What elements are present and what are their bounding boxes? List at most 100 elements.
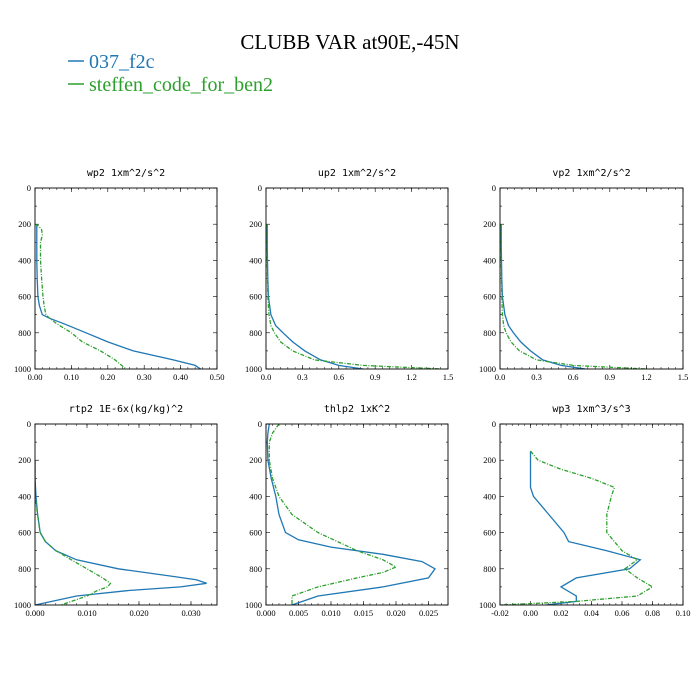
y-tick-label: 600	[483, 528, 496, 538]
x-tick-label: 0.04	[584, 608, 600, 618]
y-tick-label: 800	[483, 328, 496, 338]
y-tick-label: 800	[249, 328, 262, 338]
legend: 037_f2c steffen_code_for_ben2	[68, 51, 273, 96]
x-tick-label: 1.5	[678, 372, 689, 382]
series-line-037-f2c	[266, 424, 436, 605]
panel-6: wp3 1xm^3/s^3 0 200 400 600 800 1000-0.02 0.00 0…	[479, 404, 690, 618]
x-tick-label: 0.10	[64, 372, 79, 382]
x-tick-label: 0.30	[137, 372, 152, 382]
x-tick-label: 0.005	[289, 608, 308, 618]
y-tick-label: 400	[483, 491, 496, 501]
legend-label-steffen: steffen_code_for_ben2	[89, 74, 273, 96]
series-line-037-f2c	[266, 224, 364, 369]
y-tick-label: 1000	[479, 364, 496, 374]
panel-frame	[34, 187, 218, 370]
y-tick-label: 400	[18, 491, 31, 501]
series-line-steffen	[35, 223, 127, 369]
x-tick-label: 0.08	[645, 608, 660, 618]
x-tick-label: 0.06	[615, 608, 630, 618]
panel-title: thlp2 1xK^2	[324, 404, 390, 415]
x-tick-label: 0.030	[181, 608, 200, 618]
panel-frame	[265, 187, 449, 370]
x-tick-label: 1.2	[641, 372, 652, 382]
x-tick-label: 0.40	[173, 372, 188, 382]
y-tick-label: 200	[249, 219, 262, 229]
y-tick-label: 200	[483, 455, 496, 465]
y-tick-label: 1000	[14, 600, 31, 610]
x-tick-label: 0.025	[419, 608, 438, 618]
y-tick-label: 200	[483, 219, 496, 229]
x-tick-label: 0.0	[261, 372, 272, 382]
x-tick-label: 0.9	[370, 372, 381, 382]
y-tick-label: 800	[18, 564, 31, 574]
x-tick-label: 0.00	[523, 608, 538, 618]
x-tick-label: 0.000	[256, 608, 275, 618]
y-tick-label: 600	[483, 292, 496, 302]
y-tick-label: 400	[18, 255, 31, 265]
x-tick-label: 0.020	[386, 608, 405, 618]
panel-frame	[499, 187, 684, 370]
panel-4: rtp2 1E-6x(kg/kg)^2 0 200 400 600 800 10000.00…	[14, 404, 218, 618]
y-tick-label: 800	[249, 564, 262, 574]
y-tick-label: 1000	[479, 600, 496, 610]
panel-title: wp3 1xm^3/s^3	[552, 404, 630, 415]
y-tick-label: 200	[18, 455, 31, 465]
y-tick-label: 600	[249, 292, 262, 302]
x-tick-label: 0.9	[604, 372, 615, 382]
figure-title: CLUBB VAR at90E,-45N	[240, 30, 459, 54]
panel-frame	[265, 423, 449, 606]
panel-frame	[34, 423, 218, 606]
y-tick-label: 0	[492, 183, 496, 193]
panel-title: vp2 1xm^2/s^2	[552, 168, 630, 179]
y-tick-label: 400	[483, 255, 496, 265]
series-line-steffen	[268, 424, 398, 605]
y-tick-label: 1000	[14, 364, 31, 374]
x-tick-label: 0.6	[333, 372, 344, 382]
y-tick-label: 600	[18, 292, 31, 302]
series-line-037-f2c	[35, 460, 207, 605]
y-tick-label: 0	[258, 183, 262, 193]
y-tick-label: 0	[27, 419, 31, 429]
y-tick-label: 400	[249, 255, 262, 265]
y-tick-label: 800	[18, 328, 31, 338]
series-line-steffen	[500, 224, 647, 369]
y-tick-label: 1000	[245, 600, 262, 610]
y-tick-label: 0	[27, 183, 31, 193]
x-tick-label: 0.20	[100, 372, 115, 382]
series-line-037-f2c	[36, 224, 201, 369]
x-tick-label: 0.3	[297, 372, 308, 382]
y-tick-label: 1000	[245, 364, 262, 374]
y-tick-label: 0	[258, 419, 262, 429]
x-tick-label: 0.3	[531, 372, 542, 382]
x-tick-label: 0.015	[354, 608, 373, 618]
y-tick-label: 400	[249, 491, 262, 501]
x-tick-label: 0.6	[568, 372, 579, 382]
series-line-steffen	[35, 460, 112, 605]
series-line-steffen	[266, 224, 442, 369]
x-tick-label: 0.0	[495, 372, 506, 382]
x-tick-label: 1.2	[406, 372, 417, 382]
x-tick-label: 0.00	[28, 372, 43, 382]
x-tick-label: 1.5	[443, 372, 454, 382]
series-line-037-f2c	[529, 451, 642, 605]
y-tick-label: 800	[483, 564, 496, 574]
panel-title: rtp2 1E-6x(kg/kg)^2	[69, 404, 183, 415]
x-tick-label: 0.50	[210, 372, 225, 382]
series-line-037-f2c	[500, 224, 586, 369]
x-tick-label: -0.02	[491, 608, 509, 618]
y-tick-label: 200	[18, 219, 31, 229]
y-tick-label: 200	[249, 455, 262, 465]
x-tick-label: 0.02	[554, 608, 569, 618]
panel-title: wp2 1xm^2/s^2	[87, 168, 165, 179]
legend-label-037-f2c: 037_f2c	[89, 51, 155, 73]
y-tick-label: 600	[18, 528, 31, 538]
y-tick-label: 600	[249, 528, 262, 538]
x-tick-label: 0.010	[77, 608, 96, 618]
panel-frame	[499, 423, 684, 606]
